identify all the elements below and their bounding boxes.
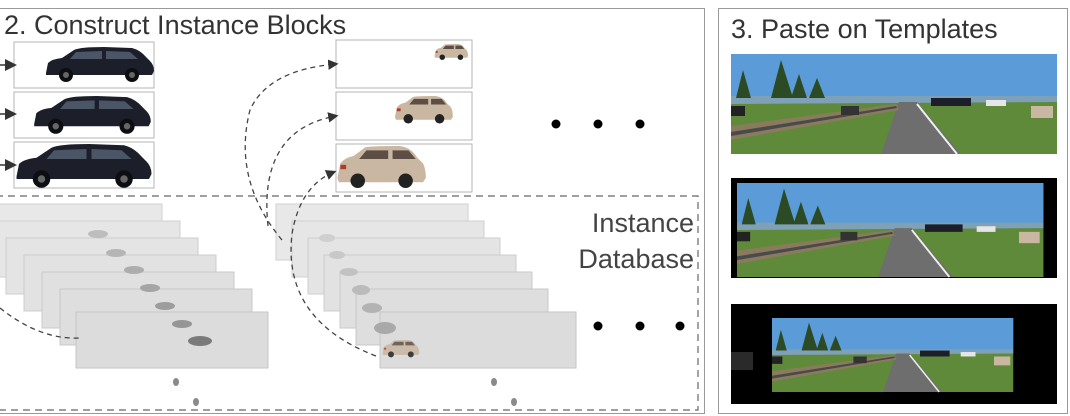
- template-scene-1: [730, 53, 1058, 155]
- ellipsis-top: [551, 119, 645, 129]
- incoming-arrows-left: [0, 59, 17, 171]
- instance-database-line2: Database: [578, 244, 694, 274]
- instance-database-region: [0, 195, 699, 411]
- street-scene-thumbnail: [736, 182, 1045, 278]
- template-scene-2: [731, 178, 1057, 278]
- street-scene-thumbnail: [771, 317, 1014, 393]
- instance-database-label: Instance Database: [578, 205, 694, 277]
- street-scene-thumbnail: [730, 53, 1058, 155]
- paste-panel-title: 3. Paste on Templates: [731, 14, 998, 44]
- instance-block-column-1: [13, 41, 155, 189]
- selection-arrows: [0, 59, 377, 357]
- database-sheet-stack-1: [0, 203, 269, 369]
- instance-block-column-2: [335, 39, 473, 193]
- vertical-ellipsis: [173, 378, 517, 406]
- template-scene-3: [731, 304, 1057, 404]
- construct-panel-title: 2. Construct Instance Blocks: [4, 10, 347, 40]
- instance-database-line1: Instance: [591, 208, 694, 238]
- database-sheet-stack-2: [275, 203, 577, 369]
- ellipsis-bottom: [593, 321, 685, 331]
